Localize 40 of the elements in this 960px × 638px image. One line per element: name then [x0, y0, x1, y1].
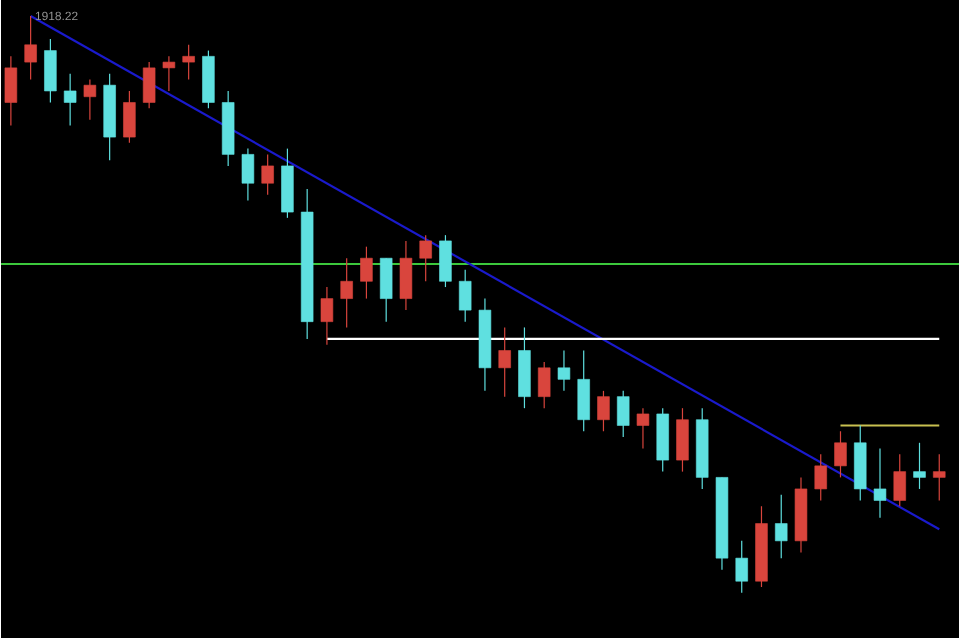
candlestick: [123, 90, 136, 144]
candlestick: [182, 43, 195, 80]
candlestick: [63, 72, 77, 126]
candlestick: [636, 407, 650, 449]
candlestick: [498, 326, 511, 397]
candlestick: [656, 407, 669, 472]
candlestick: [834, 430, 847, 478]
candlestick: [142, 61, 156, 109]
candlestick: [913, 441, 926, 490]
candlestick: [281, 147, 294, 219]
candlestick: [676, 407, 689, 472]
candlestick: [399, 239, 413, 311]
candlestick: [202, 49, 215, 109]
candlestick: [241, 147, 255, 201]
candlestick: [44, 38, 57, 103]
candlestick: [24, 15, 37, 80]
candlestick: [557, 349, 571, 392]
candlestick: [814, 453, 827, 501]
candlestick: [735, 539, 748, 594]
candlestick: [360, 245, 373, 299]
candlestick: [577, 349, 590, 432]
candlestick: [83, 78, 97, 121]
candlestick: [439, 234, 452, 288]
candlestick: [458, 268, 472, 322]
candlestick: [320, 286, 334, 346]
candlestick: [933, 453, 946, 501]
candlestick: [379, 257, 393, 322]
candlestick: [873, 447, 887, 519]
candlestick: [597, 389, 610, 432]
candlestick: [4, 55, 18, 126]
candlestick: [537, 361, 551, 409]
candlestick: [162, 55, 176, 92]
candlestick: [261, 153, 274, 196]
candlestick: [518, 326, 531, 409]
candlestick: [340, 257, 353, 328]
candlestick: [616, 389, 630, 438]
candlestick: [775, 493, 788, 559]
candlestick: [854, 424, 867, 501]
candlestick: [419, 234, 432, 282]
candlestick: [893, 453, 906, 507]
